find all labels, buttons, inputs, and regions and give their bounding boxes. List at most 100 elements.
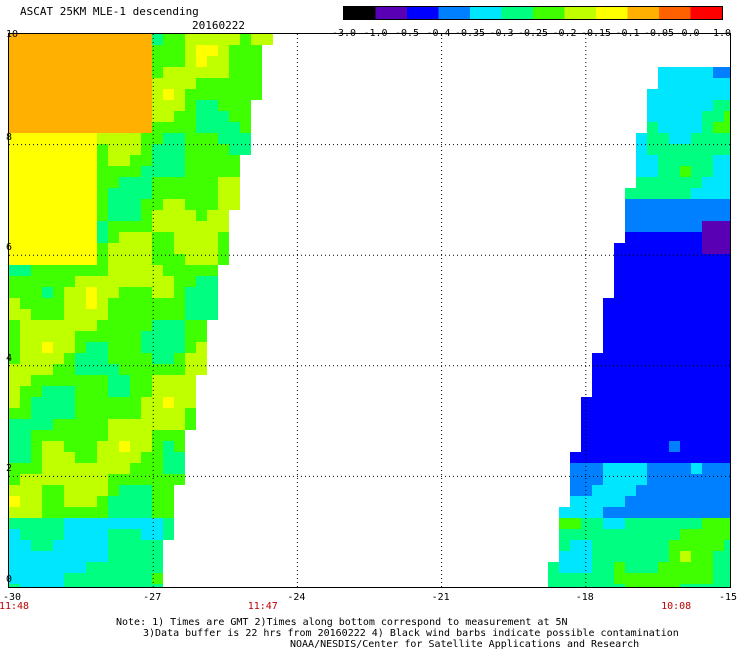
heatmap-cell	[174, 89, 185, 100]
heatmap-cell	[251, 78, 262, 89]
heatmap-cell	[647, 210, 658, 221]
heatmap-cell	[53, 199, 64, 210]
heatmap-cell	[20, 276, 31, 287]
heatmap-cell	[64, 166, 75, 177]
heatmap-cell	[625, 463, 636, 474]
heatmap-cell	[669, 452, 680, 463]
heatmap-cell	[669, 518, 680, 529]
heatmap-cell	[207, 133, 218, 144]
heatmap-cell	[647, 540, 658, 551]
heatmap-cell	[636, 276, 647, 287]
heatmap-cell	[141, 144, 152, 155]
heatmap-cell	[20, 188, 31, 199]
heatmap-cell	[119, 276, 130, 287]
heatmap-cell	[64, 485, 75, 496]
heatmap-cell	[713, 375, 724, 386]
heatmap-cell	[647, 474, 658, 485]
heatmap-cell	[97, 529, 108, 540]
heatmap-cell	[141, 441, 152, 452]
heatmap-cell	[141, 452, 152, 463]
heatmap-cell	[702, 507, 713, 518]
heatmap-cell	[713, 364, 724, 375]
heatmap-cell	[75, 474, 86, 485]
heatmap-cell	[614, 540, 625, 551]
heatmap-cell	[86, 144, 97, 155]
heatmap-cell	[680, 188, 691, 199]
heatmap-cell	[163, 56, 174, 67]
heatmap-cell	[713, 133, 724, 144]
heatmap-cell	[724, 452, 730, 463]
heatmap-cell	[141, 111, 152, 122]
heatmap-cell	[647, 243, 658, 254]
heatmap-cell	[163, 122, 174, 133]
heatmap-cell	[647, 309, 658, 320]
heatmap-cell	[636, 573, 647, 584]
heatmap-cell	[691, 375, 702, 386]
heatmap-cell	[702, 331, 713, 342]
heatmap-cell	[119, 507, 130, 518]
heatmap-cell	[86, 408, 97, 419]
heatmap-cell	[658, 573, 669, 584]
heatmap-cell	[218, 243, 229, 254]
heatmap-cell	[163, 155, 174, 166]
heatmap-cell	[614, 386, 625, 397]
heatmap-cell	[570, 496, 581, 507]
heatmap-cell	[163, 100, 174, 111]
heatmap-cell	[702, 551, 713, 562]
heatmap-cell	[570, 485, 581, 496]
heatmap-cell	[713, 452, 724, 463]
heatmap-cell	[86, 331, 97, 342]
heatmap-cell	[174, 375, 185, 386]
heatmap-cell	[603, 507, 614, 518]
heatmap-cell	[97, 45, 108, 56]
heatmap-cell	[636, 441, 647, 452]
heatmap-cell	[108, 188, 119, 199]
heatmap-cell	[9, 507, 20, 518]
heatmap-cell	[658, 408, 669, 419]
heatmap-cell	[163, 67, 174, 78]
heatmap-cell	[108, 89, 119, 100]
heatmap-cell	[152, 353, 163, 364]
heatmap-cell	[9, 166, 20, 177]
heatmap-cell	[713, 562, 724, 573]
heatmap-cell	[119, 320, 130, 331]
heatmap-cell	[53, 298, 64, 309]
heatmap-cell	[680, 133, 691, 144]
heatmap-cell	[20, 199, 31, 210]
heatmap-cell	[724, 375, 730, 386]
heatmap-cell	[614, 276, 625, 287]
heatmap-cell	[53, 364, 64, 375]
heatmap-cell	[570, 474, 581, 485]
heatmap-cell	[614, 320, 625, 331]
heatmap-cell	[603, 573, 614, 584]
heatmap-cell	[669, 232, 680, 243]
heatmap-cell	[75, 463, 86, 474]
heatmap-cell	[163, 331, 174, 342]
heatmap-cell	[680, 375, 691, 386]
heatmap-cell	[229, 199, 240, 210]
heatmap-cell	[174, 463, 185, 474]
heatmap-cell	[636, 529, 647, 540]
heatmap-cell	[207, 232, 218, 243]
heatmap-cell	[570, 463, 581, 474]
heatmap-cell	[31, 254, 42, 265]
heatmap-cell	[9, 430, 20, 441]
heatmap-cell	[625, 573, 636, 584]
heatmap-cell	[42, 210, 53, 221]
heatmap-cell	[174, 188, 185, 199]
heatmap-cell	[636, 386, 647, 397]
heatmap-cell	[218, 122, 229, 133]
heatmap-cell	[97, 507, 108, 518]
heatmap-cell	[174, 452, 185, 463]
heatmap-cell	[31, 496, 42, 507]
heatmap-cell	[702, 210, 713, 221]
heatmap-cell	[97, 573, 108, 584]
heatmap-cell	[691, 166, 702, 177]
heatmap-cell	[185, 265, 196, 276]
heatmap-cell	[658, 540, 669, 551]
heatmap-cell	[702, 287, 713, 298]
heatmap-cell	[119, 78, 130, 89]
heatmap-cell	[603, 452, 614, 463]
note-line-2: 3)Data buffer is 22 hrs from 20160222 4)…	[143, 628, 679, 639]
heatmap-cell	[592, 386, 603, 397]
